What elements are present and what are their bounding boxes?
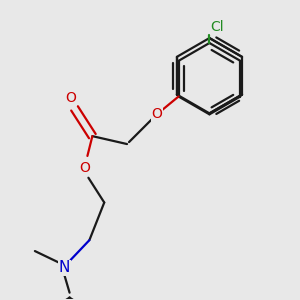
Text: Cl: Cl: [211, 20, 224, 34]
Text: N: N: [59, 260, 70, 275]
Text: O: O: [151, 107, 162, 121]
Text: O: O: [79, 161, 90, 175]
Text: O: O: [65, 92, 76, 106]
